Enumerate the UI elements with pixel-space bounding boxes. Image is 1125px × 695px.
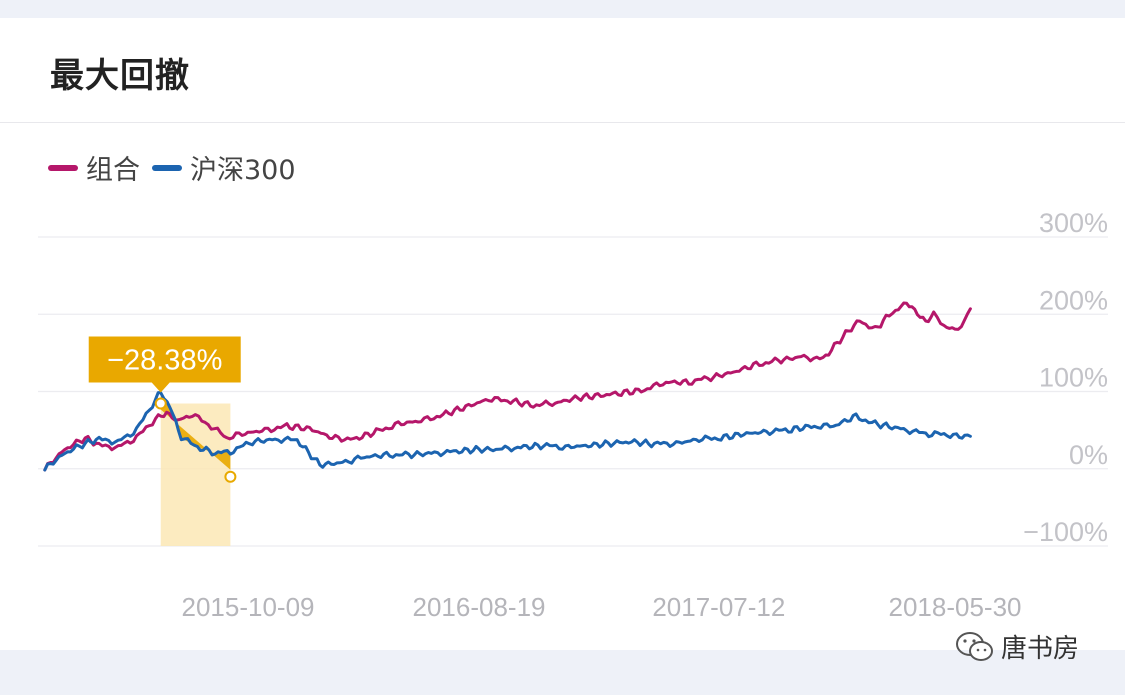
y-tick-label: 100% xyxy=(1039,363,1108,393)
chart-legend: 组合 沪深300 xyxy=(48,148,308,187)
card-title: 最大回撤 xyxy=(50,56,190,96)
card-header: 最大回撤 xyxy=(0,18,1125,123)
y-tick-label: 200% xyxy=(1039,285,1108,315)
drawdown-fill xyxy=(160,391,231,470)
x-tick-label: 2016-08-19 xyxy=(413,592,546,622)
legend-swatch-csi300 xyxy=(152,164,182,171)
wechat-icon xyxy=(956,631,993,661)
portfolio-series-line xyxy=(43,301,972,472)
drawdown-peak-marker xyxy=(154,397,167,410)
x-tick-label: 2015-10-09 xyxy=(182,592,315,622)
top-background-strip xyxy=(0,0,1125,18)
drawdown-label-text: −28.38% xyxy=(107,345,222,377)
watermark: 唐书房 xyxy=(955,628,1079,665)
csi300-series-line xyxy=(43,391,972,472)
legend-swatch-portfolio xyxy=(48,164,78,171)
legend-item-portfolio[interactable]: 组合 xyxy=(48,148,140,187)
y-tick-label: 0% xyxy=(1069,440,1108,470)
x-tick-label: 2017-07-12 xyxy=(652,592,785,622)
y-tick-label: −100% xyxy=(1023,517,1108,547)
drawdown-trough-marker xyxy=(224,470,237,483)
x-tick-label: 2018-05-30 xyxy=(889,592,1022,622)
watermark-text: 唐书房 xyxy=(1001,634,1080,664)
bottom-background-strip xyxy=(0,650,1125,695)
drawdown-band xyxy=(160,403,231,546)
legend-item-csi300[interactable]: 沪深300 xyxy=(152,148,296,187)
drawdown-label-pointer xyxy=(151,382,170,393)
legend-label-csi300: 沪深300 xyxy=(190,155,296,186)
y-tick-label: 300% xyxy=(1039,208,1108,238)
legend-label-portfolio: 组合 xyxy=(86,155,140,186)
drawdown-label-box xyxy=(88,336,241,383)
